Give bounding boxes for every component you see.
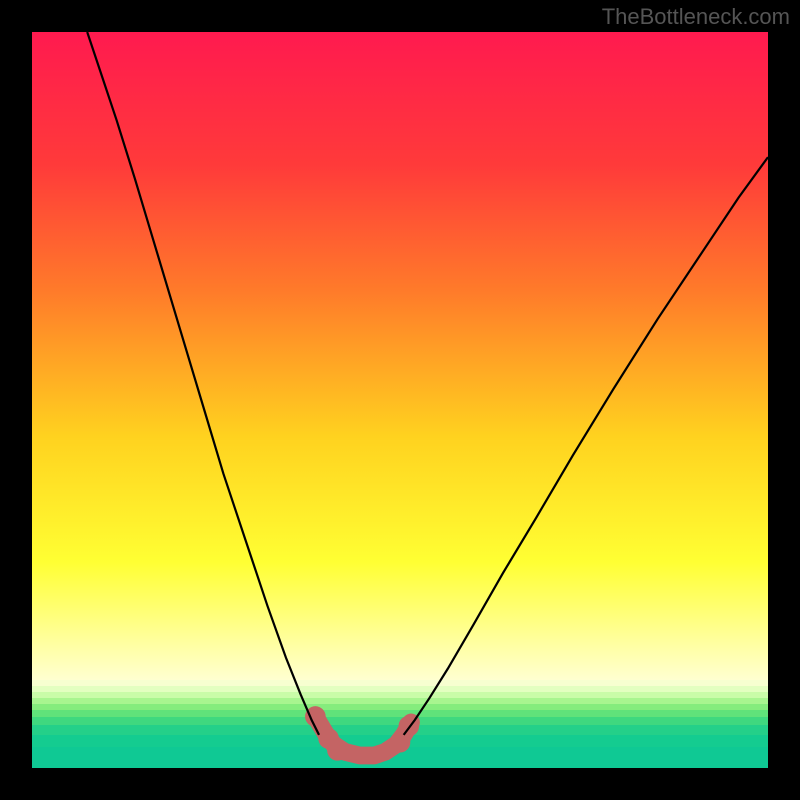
valley-marker — [327, 740, 348, 761]
chart-container: TheBottleneck.com — [0, 0, 800, 800]
curve-right — [404, 157, 768, 735]
plot-area — [32, 32, 768, 768]
curve-left — [87, 32, 319, 735]
curve-layer — [32, 32, 768, 768]
watermark-text: TheBottleneck.com — [602, 4, 790, 30]
